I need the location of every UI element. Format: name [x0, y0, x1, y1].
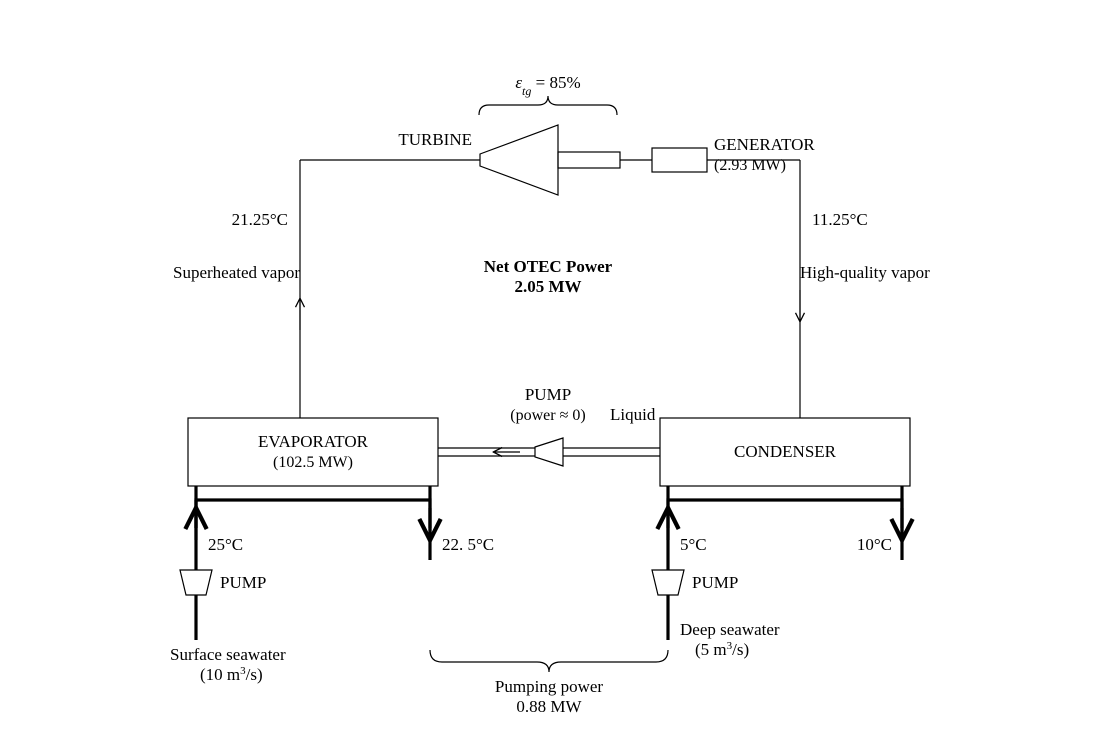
generator-label: GENERATOR — [714, 135, 815, 154]
surface-label-2: (10 m3/s) — [200, 665, 263, 684]
center-value: 2.05 MW — [514, 277, 581, 296]
pump-right-label: PUMP — [692, 573, 738, 592]
temp-surface-in: 25°C — [208, 535, 243, 554]
vapor-right: High-quality vapor — [800, 263, 930, 282]
pumping-power-value: 0.88 MW — [516, 697, 582, 716]
evaporator-power: (102.5 MW) — [273, 454, 353, 471]
evap-loop-base — [196, 500, 430, 528]
efficiency-brace — [479, 96, 617, 115]
temp-evap-out: 21.25°C — [232, 210, 288, 229]
evap-pump-shape — [180, 570, 212, 595]
temp-surface-out: 22. 5°C — [442, 535, 494, 554]
mid-pump-power: (power ≈ 0) — [510, 407, 585, 424]
turbine-label: TURBINE — [398, 130, 472, 149]
cond-pump-shape — [652, 570, 684, 595]
evaporator-label: EVAPORATOR — [258, 432, 369, 451]
turbine-shaft — [558, 152, 620, 168]
pumping-brace — [430, 650, 668, 672]
temp-deep-out: 10°C — [857, 535, 892, 554]
pumping-power-label: Pumping power — [495, 677, 603, 696]
center-title: Net OTEC Power — [484, 257, 613, 276]
pump-left-label: PUMP — [220, 573, 266, 592]
condenser-label: CONDENSER — [734, 442, 837, 461]
generator-box — [652, 148, 707, 172]
temp-cond-in: 11.25°C — [812, 210, 868, 229]
mid-pump-label: PUMP — [525, 385, 571, 404]
temp-deep-in: 5°C — [680, 535, 707, 554]
surface-label-1: Surface seawater — [170, 645, 286, 664]
deep-label-1: Deep seawater — [680, 620, 780, 639]
mid-pump-shape — [535, 438, 563, 466]
vapor-left: Superheated vapor — [173, 263, 300, 282]
turbine-shape — [480, 125, 558, 195]
evaporator-box — [188, 418, 438, 486]
cond-loop-base — [668, 500, 902, 528]
liquid-label: Liquid — [610, 405, 656, 424]
efficiency-label: εtg = 85% — [515, 73, 580, 98]
deep-label-2: (5 m3/s) — [695, 640, 749, 659]
